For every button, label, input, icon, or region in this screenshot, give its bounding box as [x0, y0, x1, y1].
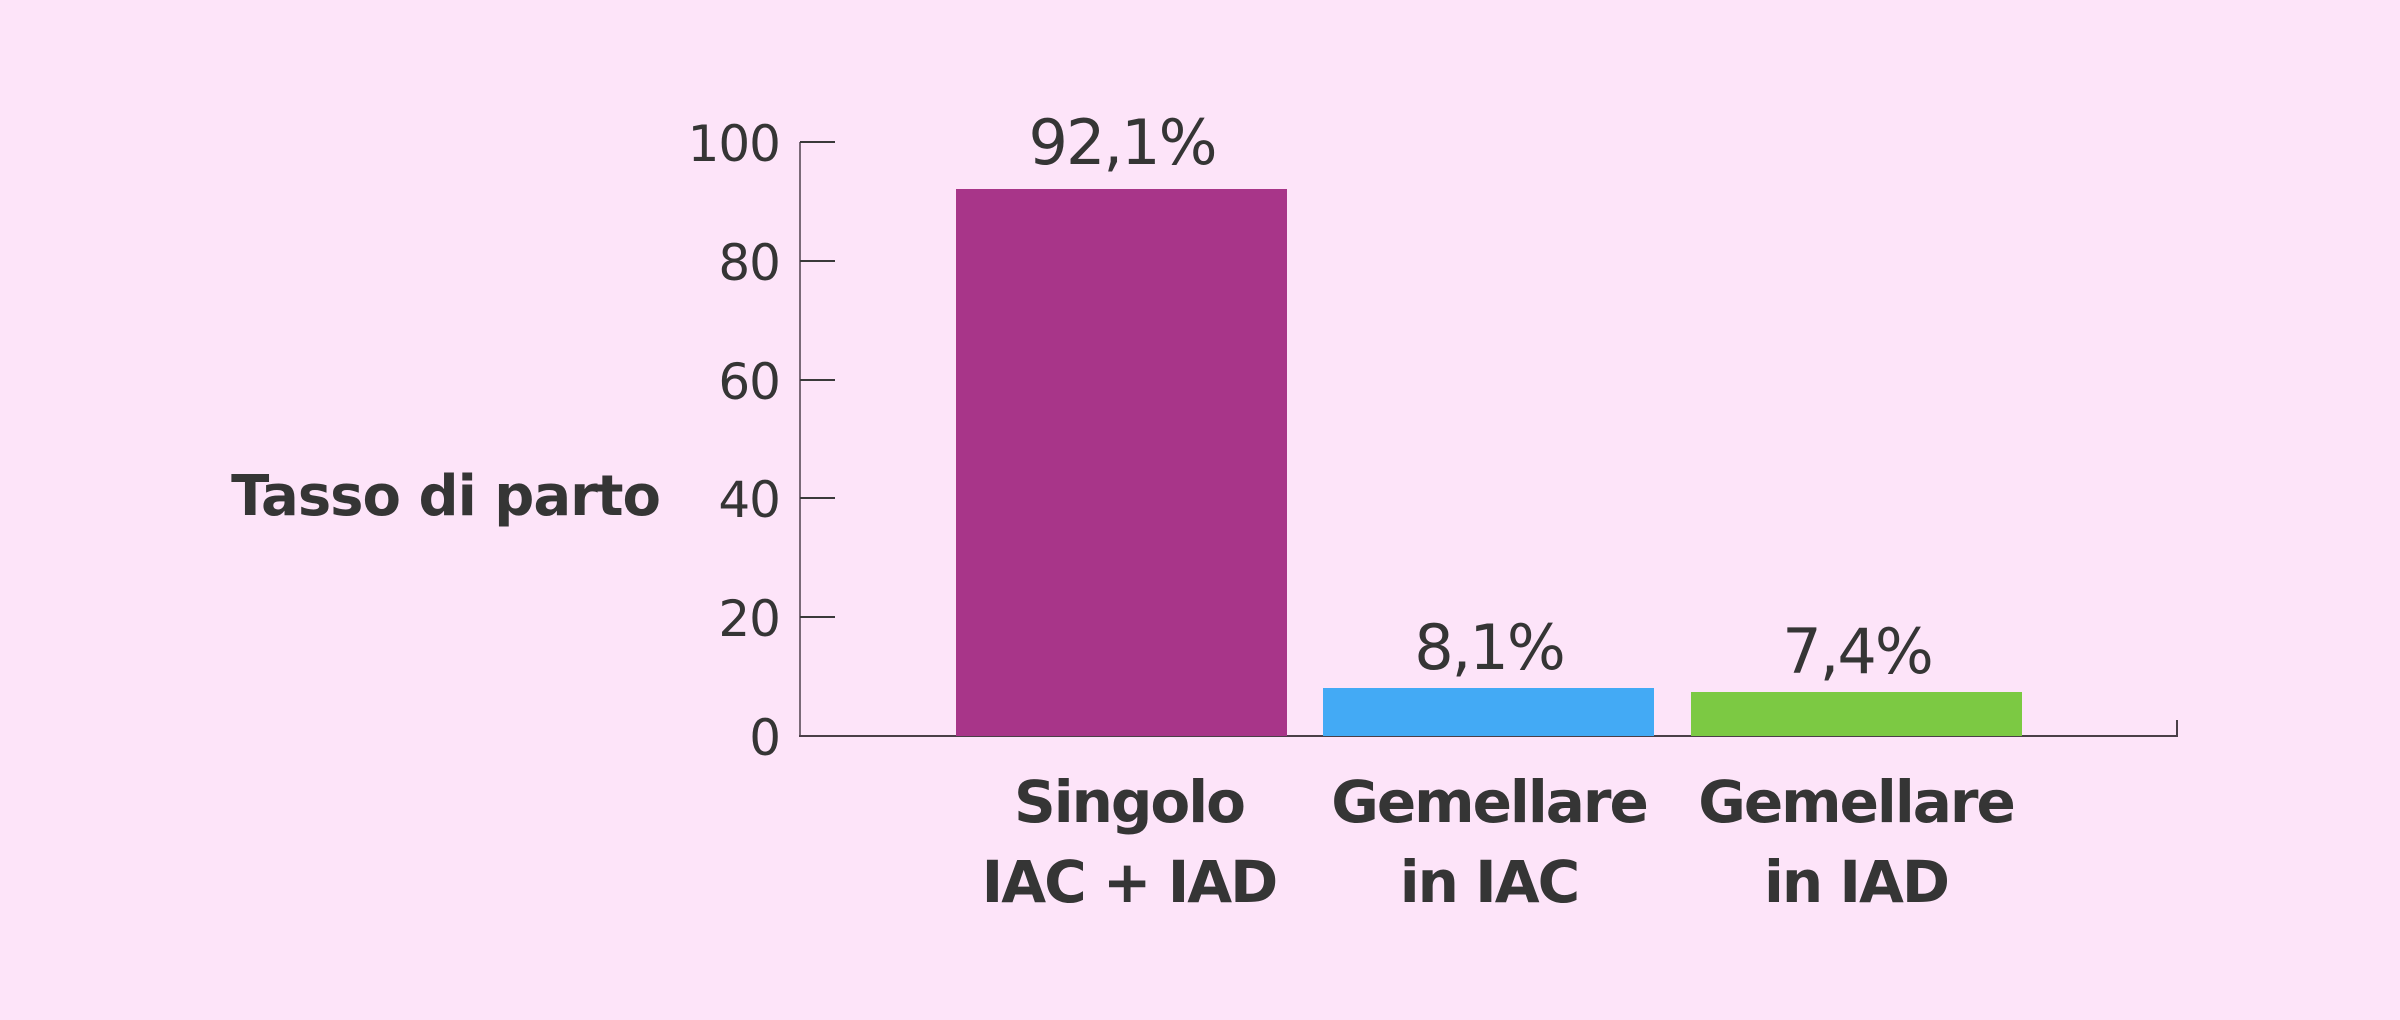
category-label-line: Gemellare [1698, 768, 2016, 836]
y-tick-label: 40 [718, 471, 781, 529]
bar-value-label: 8,1% [1414, 611, 1566, 684]
category-label: Singolo IAC + IAD [949, 762, 1309, 922]
bar-singolo [956, 189, 1287, 736]
category-label-line: Singolo [1013, 768, 1246, 836]
bar-gemellare-iad [1691, 692, 2022, 736]
y-tick-40 [800, 497, 835, 499]
bar-gemellare-iac [1323, 688, 1654, 736]
y-tick-label: 80 [718, 234, 781, 292]
x-axis-line [799, 735, 2178, 737]
category-label-line: IAC + IAD [981, 848, 1279, 916]
y-tick-label: 0 [749, 709, 781, 767]
y-tick-100 [800, 141, 835, 143]
y-tick-label: 60 [718, 353, 781, 411]
x-axis-end-tick [2176, 720, 2178, 737]
category-label: Gemellare in IAD [1676, 762, 2036, 922]
y-tick-label: 100 [687, 115, 781, 173]
y-tick-80 [800, 260, 835, 262]
category-label-line: in IAC [1399, 848, 1580, 916]
bar-value-label: 92,1% [1028, 106, 1218, 179]
y-tick-60 [800, 379, 835, 381]
y-tick-20 [800, 616, 835, 618]
y-axis-label: Tasso di parto [231, 464, 661, 529]
bar-value-label: 7,4% [1782, 615, 1934, 688]
y-tick-label: 20 [718, 590, 781, 648]
y-axis-line [799, 142, 801, 737]
category-label: Gemellare in IAC [1309, 762, 1669, 922]
category-label-line: Gemellare [1331, 768, 1649, 836]
category-label-line: in IAD [1764, 848, 1950, 916]
